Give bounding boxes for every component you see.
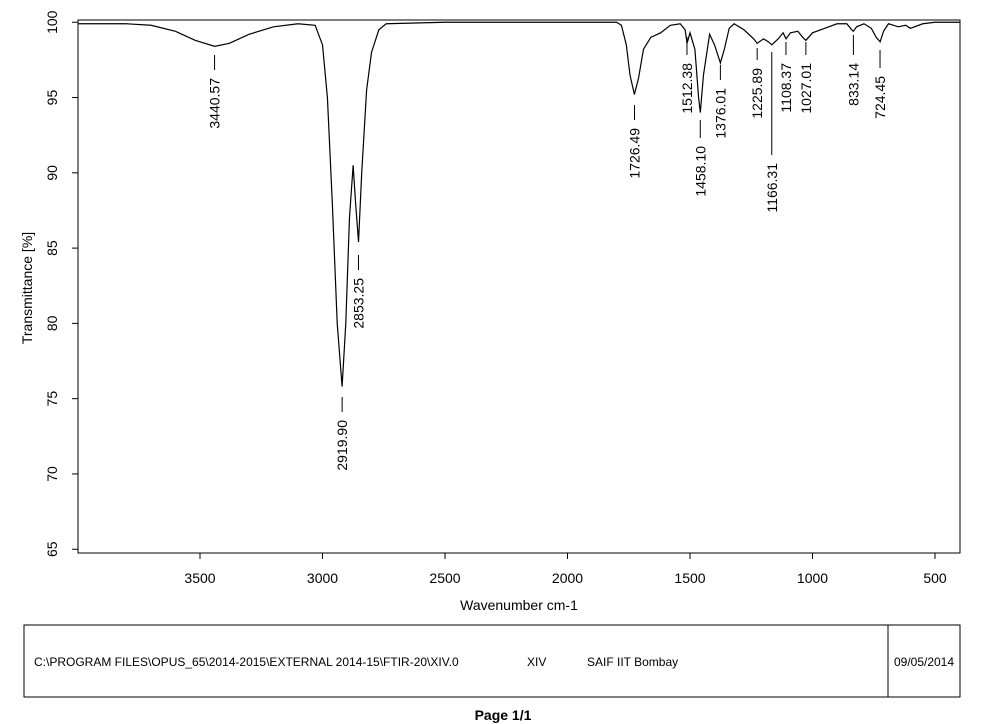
peak-label: 1225.89 [749,68,765,119]
y-tick-label: 90 [44,165,60,181]
x-tick-label: 2000 [552,570,583,586]
peak-label: 1458.10 [692,146,708,197]
plot-frame [77,19,961,554]
y-tick-label: 85 [44,240,60,256]
y-tick-label: 80 [44,315,60,331]
peak-label: 833.14 [845,63,861,106]
x-tick-label: 1500 [674,570,705,586]
footer-box [23,624,961,698]
peak-label: 3440.57 [207,78,223,129]
x-tick-label: 500 [923,570,947,586]
peak-label: 1166.31 [764,163,780,213]
page-number: Page 1/1 [475,707,532,723]
y-tick-label: 75 [44,391,60,407]
footer-path: C:\PROGRAM FILES\OPUS_65\2014-2015\EXTER… [34,655,459,669]
y-tick-label: 70 [44,466,60,482]
peak-label: 1108.37 [778,63,794,113]
spectrum-line [78,21,960,387]
peak-label: 1726.49 [627,128,643,179]
peak-label: 1027.01 [798,63,814,114]
footer-date: 09/05/2014 [894,655,954,669]
y-tick-label: 65 [44,541,60,557]
x-tick-label: 2500 [429,570,460,586]
peak-label: 2853.25 [350,278,366,329]
x-tick-label: 1000 [797,570,828,586]
x-tick-label: 3500 [184,570,215,586]
y-tick-label: 95 [44,90,60,106]
peak-label: 724.45 [872,76,888,119]
footer-lab: SAIF IIT Bombay [587,655,678,669]
y-tick-label: 100 [44,10,60,34]
y-axis-label: Transmittance [%] [19,232,35,344]
peak-label: 1512.38 [679,63,695,114]
peak-label: 1376.01 [712,88,728,139]
x-tick-label: 3000 [307,570,338,586]
footer-sample: XIV [527,655,546,669]
x-axis-label: Wavenumber cm-1 [460,597,578,613]
peak-label: 2919.90 [334,420,350,471]
